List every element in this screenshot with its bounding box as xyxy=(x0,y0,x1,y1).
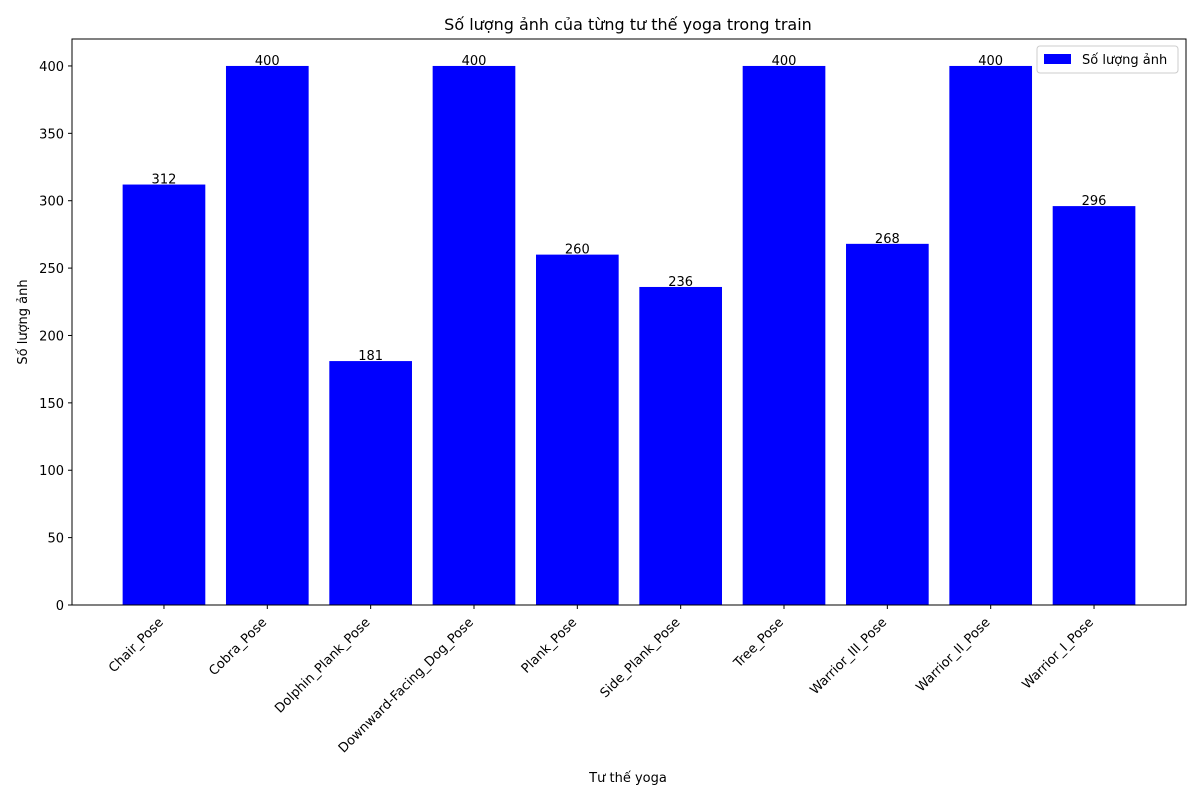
y-tick-label: 0 xyxy=(56,599,64,614)
y-tick-label: 50 xyxy=(47,532,64,547)
bar xyxy=(742,65,826,605)
legend-label: Số lượng ảnh xyxy=(1082,53,1167,68)
x-tick-label: Cobra_Pose xyxy=(206,615,270,679)
x-tick-label: Warrior_II_Pose xyxy=(914,615,994,695)
bar xyxy=(535,254,619,605)
plot-area: 312 400 181 400 260 236 400 268 400 296 0 50 100 150 2… xyxy=(39,54,1136,756)
y-tick-label: 400 xyxy=(39,60,64,75)
x-tick-label: Dolphin_Plank_Pose xyxy=(272,615,373,716)
data-label: 400 xyxy=(462,54,487,69)
data-label: 268 xyxy=(875,232,900,247)
y-axis-label: Số lượng ảnh xyxy=(16,279,31,364)
bar xyxy=(1052,206,1136,605)
x-tick-label: Chair_Pose xyxy=(106,615,167,676)
y-tick-label: 250 xyxy=(39,262,64,277)
bar xyxy=(949,65,1033,605)
x-tick-label: Tree_Pose xyxy=(730,615,786,671)
x-tick-label: Side_Plank_Pose xyxy=(598,615,684,701)
bar xyxy=(225,65,309,605)
bar xyxy=(846,243,929,606)
legend: Số lượng ảnh xyxy=(1036,45,1179,74)
data-label: 181 xyxy=(358,349,383,364)
data-label: 236 xyxy=(668,275,693,290)
x-axis-label: Tư thế yoga xyxy=(588,771,667,786)
y-tick-label: 150 xyxy=(39,397,64,412)
data-label: 400 xyxy=(772,54,797,69)
data-label: 312 xyxy=(152,173,177,188)
bar xyxy=(329,361,412,605)
plot-frame xyxy=(71,38,1187,606)
x-tick-label: Warrior_I_Pose xyxy=(1020,615,1097,692)
data-label: 260 xyxy=(565,243,590,258)
bar xyxy=(639,286,723,605)
data-label: 296 xyxy=(1082,194,1107,209)
legend-swatch xyxy=(1044,54,1071,64)
y-tick-label: 350 xyxy=(39,127,64,142)
y-tick-label: 100 xyxy=(39,464,64,479)
data-label: 400 xyxy=(978,54,1003,69)
chart-title: Số lượng ảnh của từng tư thế yoga trong … xyxy=(444,15,812,34)
data-label: 400 xyxy=(255,54,280,69)
legend-box xyxy=(1036,45,1179,74)
x-tick-label: Warrior_III_Pose xyxy=(807,615,890,698)
y-tick-label: 300 xyxy=(39,195,64,210)
y-tick-label: 200 xyxy=(39,329,64,344)
bar xyxy=(122,184,206,606)
x-tick-label: Plank_Pose xyxy=(519,615,580,676)
bar xyxy=(432,65,516,605)
